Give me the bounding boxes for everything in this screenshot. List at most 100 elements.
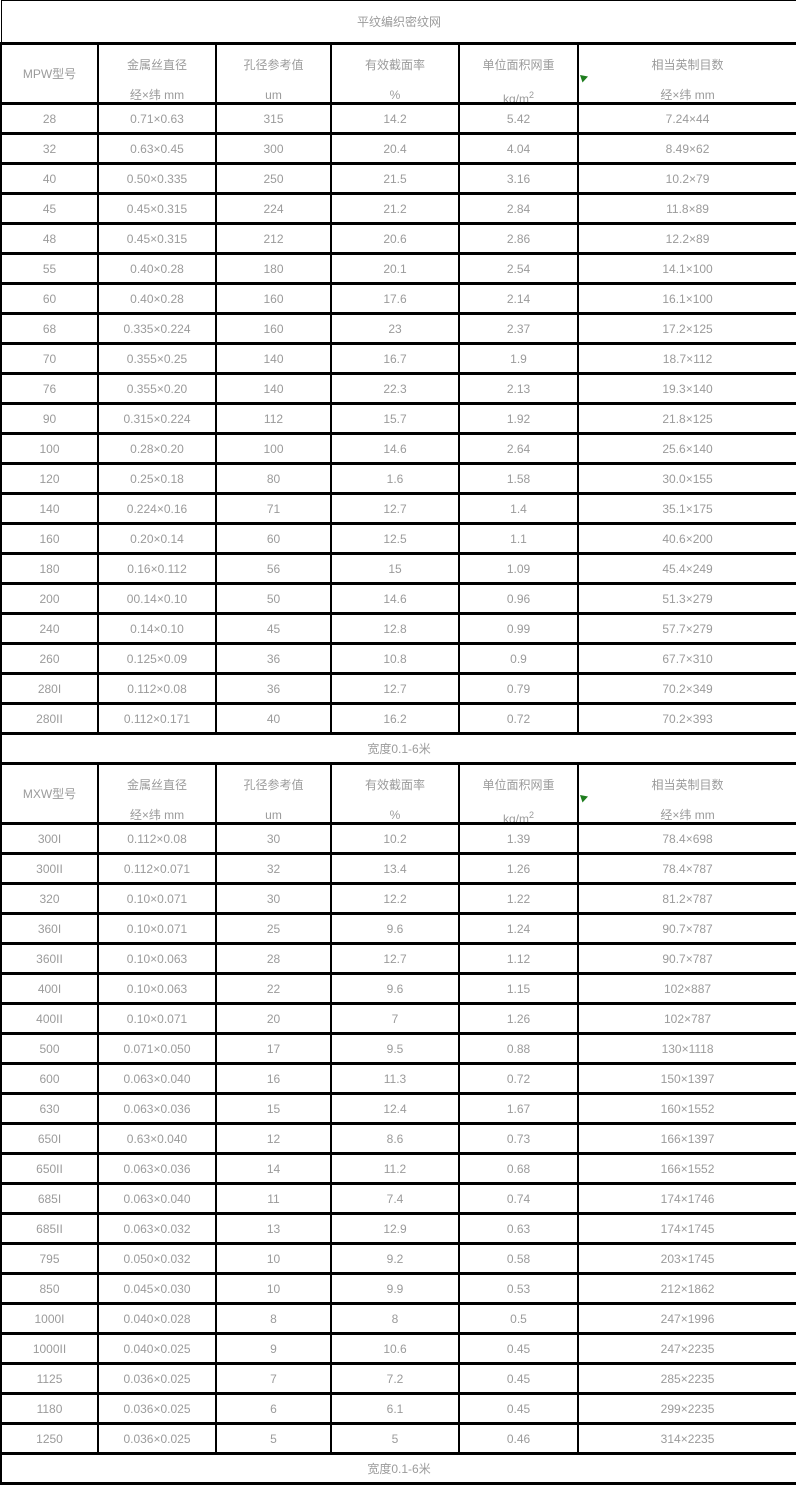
table-cell: 0.28×0.20 [97,432,217,465]
table-cell: 48 [0,222,99,255]
table-row: 1000I 0.040×0.028 8 8 0.5 247×1996 [0,1302,796,1335]
table-cell: 1.15 [458,972,579,1005]
table-cell: 25 [215,912,332,945]
table-cell: 0.10×0.063 [97,972,217,1005]
table-cell: 0.45 [458,1362,579,1395]
table-cell: 0.72 [458,702,579,735]
table-cell: 20.6 [330,222,460,255]
table-cell: 4.04 [458,132,579,165]
table-cell: 13.4 [330,852,460,885]
table-cell: 11.8×89 [576,192,796,225]
table-cell: 17 [215,1032,332,1065]
table-cell: 0.45×0.315 [97,222,217,255]
table-cell: 10.2×79 [576,162,796,195]
table-cell: 40.6×200 [576,522,796,555]
table-row: 300II 0.112×0.071 32 13.4 1.26 78.4×787 [0,852,796,885]
table-cell: 1.9 [458,342,579,375]
table-cell: 102×787 [576,1002,796,1035]
table-row: 90 0.315×0.224 112 15.7 1.92 21.8×125 [0,402,796,435]
table-cell: 0.063×0.036 [97,1152,217,1185]
table-cell: 11.3 [330,1062,460,1095]
table-cell: 140 [215,372,332,405]
table-cell: 0.25×0.18 [97,462,217,495]
table-cell: 8.49×62 [576,132,796,165]
table-cell: 212 [215,222,332,255]
table-cell: 160 [215,312,332,345]
table-cell: 6 [215,1392,332,1425]
table-cell: 0.036×0.025 [97,1392,217,1425]
table-cell: 650I [0,1122,99,1155]
table-cell: 21.2 [330,192,460,225]
table-cell: 10.6 [330,1332,460,1365]
table-cell: 70 [0,342,99,375]
mxw-rows: 300I 0.112×0.08 30 10.2 1.39 78.4×698 300II 0.1… [0,822,796,1455]
table-cell: 0.224×0.16 [97,492,217,525]
table-cell: 30 [215,822,332,855]
table-cell: 14.6 [330,582,460,615]
table-cell: 17.6 [330,282,460,315]
table-cell: 300II [0,852,99,885]
table-cell: 90 [0,402,99,435]
table-cell: 7.4 [330,1182,460,1215]
table-cell: 0.112×0.171 [97,702,217,735]
table-cell: 5.42 [458,102,579,135]
table-cell: 0.5 [458,1302,579,1335]
table-cell: 250 [215,162,332,195]
table-cell: 0.112×0.071 [97,852,217,885]
table-cell: 174×1746 [576,1182,796,1215]
mpw-header-row: MPW型号 金属丝直径 经×纬 mm 孔径参考值 um 有效截面率 % 单位面积… [0,42,796,105]
table-row: 180 0.16×0.112 56 15 1.09 45.4×249 [0,552,796,585]
table-cell: 1.26 [458,1002,579,1035]
table-cell: 0.72 [458,1062,579,1095]
table-cell: 0.79 [458,672,579,705]
table-cell: 685II [0,1212,99,1245]
table-cell: 9.5 [330,1032,460,1065]
table-cell: 76 [0,372,99,405]
table-row: 650II 0.063×0.036 14 11.2 0.68 166×1552 [0,1152,796,1185]
title-row: 平纹编织密纹网 [0,0,796,45]
table-cell: 0.050×0.032 [97,1242,217,1275]
col-header-unit-weight: 单位面积网重 kg/m2 [458,42,579,105]
table-cell: 22.3 [330,372,460,405]
table-cell: 0.58 [458,1242,579,1275]
table-row: 280I 0.112×0.08 36 12.7 0.79 70.2×349 [0,672,796,705]
table-cell: 650II [0,1152,99,1185]
table-cell: 16.1×100 [576,282,796,315]
mpw-header-section: MPW型号 金属丝直径 经×纬 mm 孔径参考值 um 有效截面率 % 单位面积… [0,42,796,105]
table-cell: 0.96 [458,582,579,615]
table-cell: 0.063×0.036 [97,1092,217,1125]
table-cell: 28 [215,942,332,975]
table-cell: 685I [0,1182,99,1215]
table-cell: 0.9 [458,642,579,675]
table-row: 1250 0.036×0.025 5 5 0.46 314×2235 [0,1422,796,1455]
table-cell: 0.335×0.224 [97,312,217,345]
table-cell: 15 [330,552,460,585]
table-cell: 32 [215,852,332,885]
table-cell: 1.58 [458,462,579,495]
table-row: 55 0.40×0.28 180 20.1 2.54 14.1×100 [0,252,796,285]
table-cell: 7 [330,1002,460,1035]
table-cell: 247×2235 [576,1332,796,1365]
table-cell: 12.5 [330,522,460,555]
col-header-aperture: 孔径参考值 um [215,762,332,825]
col-header-open-area: 有效截面率 % [330,762,460,825]
table-cell: 28 [0,102,99,135]
table-cell: 2.13 [458,372,579,405]
table-cell: 0.125×0.09 [97,642,217,675]
table-cell: 21.8×125 [576,402,796,435]
table-cell: 8.6 [330,1122,460,1155]
table-cell: 6.1 [330,1392,460,1425]
mxw-footer-row: 宽度0.1-6米 [0,1452,796,1485]
mxw-footer-section: 宽度0.1-6米 [0,1452,796,1485]
table-cell: 2.64 [458,432,579,465]
table-row: 1000II 0.040×0.025 9 10.6 0.45 247×2235 [0,1332,796,1365]
table-cell: 150×1397 [576,1062,796,1095]
table-cell: 100 [215,432,332,465]
mpw-footer-row: 宽度0.1-6米 [0,732,796,765]
table-cell: 18.7×112 [576,342,796,375]
table-cell: 67.7×310 [576,642,796,675]
table-cell: 20 [215,1002,332,1035]
table-cell: 35.1×175 [576,492,796,525]
table-row: 280II 0.112×0.171 40 16.2 0.72 70.2×393 [0,702,796,735]
table-cell: 78.4×698 [576,822,796,855]
